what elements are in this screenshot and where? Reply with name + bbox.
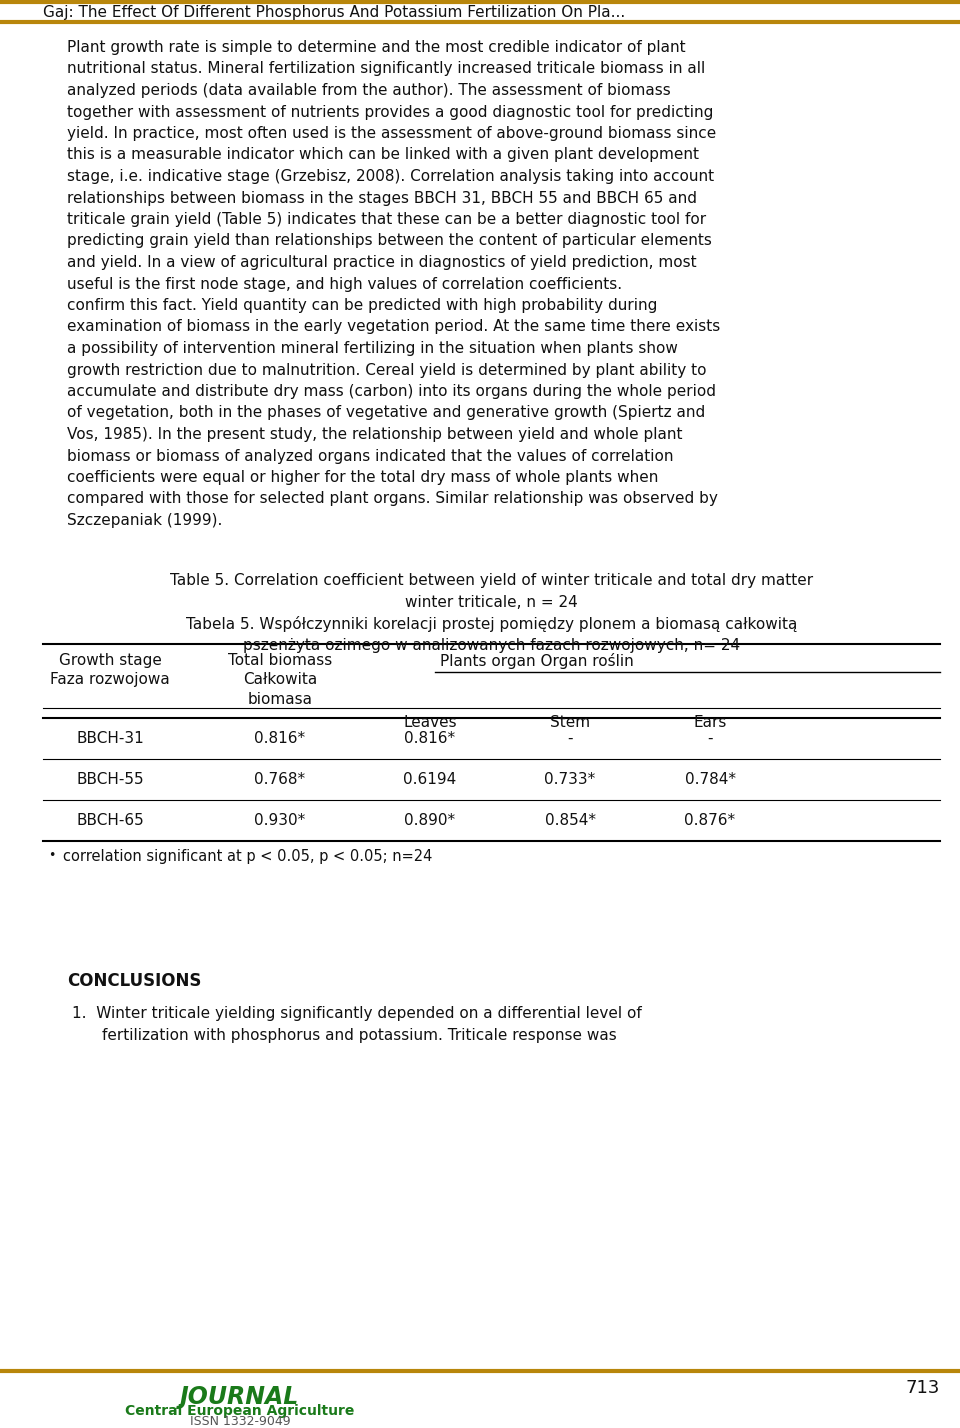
Text: compared with those for selected plant organs. Similar relationship was observed: compared with those for selected plant o… — [67, 491, 718, 507]
Text: stage, i.e. indicative stage (Grzebisz, 2008). Correlation analysis taking into : stage, i.e. indicative stage (Grzebisz, … — [67, 169, 714, 184]
Text: useful is the first node stage, and high values of correlation coefficients.: useful is the first node stage, and high… — [67, 277, 622, 291]
Text: 0.6194: 0.6194 — [403, 773, 457, 787]
Text: winter triticale, n = 24: winter triticale, n = 24 — [405, 594, 578, 610]
Text: BBCH-65: BBCH-65 — [76, 813, 144, 828]
Text: ISSN 1332-9049: ISSN 1332-9049 — [190, 1415, 290, 1428]
Text: of vegetation, both in the phases of vegetative and generative growth (Spiertz a: of vegetation, both in the phases of veg… — [67, 406, 706, 420]
Text: 0.876*: 0.876* — [684, 813, 735, 828]
Text: nutritional status. Mineral fertilization significantly increased triticale biom: nutritional status. Mineral fertilizatio… — [67, 61, 706, 77]
Text: correlation significant at p < 0.05, p < 0.05; n=24: correlation significant at p < 0.05, p <… — [63, 850, 432, 864]
Text: predicting grain yield than relationships between the content of particular elem: predicting grain yield than relationship… — [67, 234, 712, 248]
Text: 1.  Winter triticale yielding significantly depended on a differential level of: 1. Winter triticale yielding significant… — [72, 1007, 641, 1021]
Text: this is a measurable indicator which can be linked with a given plant developmen: this is a measurable indicator which can… — [67, 147, 699, 163]
Text: JOURNAL: JOURNAL — [180, 1385, 300, 1409]
Text: BBCH-55: BBCH-55 — [76, 773, 144, 787]
Text: Ears: Ears — [693, 715, 727, 730]
Text: triticale grain yield (Table 5) indicates that these can be a better diagnostic : triticale grain yield (Table 5) indicate… — [67, 211, 707, 227]
Text: 0.854*: 0.854* — [544, 813, 595, 828]
Text: 0.768*: 0.768* — [254, 773, 305, 787]
Text: confirm this fact. Yield quantity can be predicted with high probability during: confirm this fact. Yield quantity can be… — [67, 298, 658, 313]
Text: Szczepaniak (1999).: Szczepaniak (1999). — [67, 513, 223, 528]
Text: fertilization with phosphorus and potassium. Triticale response was: fertilization with phosphorus and potass… — [102, 1028, 616, 1042]
Text: 0.816*: 0.816* — [404, 731, 456, 747]
Text: Table 5. Correlation coefficient between yield of winter triticale and total dry: Table 5. Correlation coefficient between… — [170, 573, 813, 588]
Text: Plant growth rate is simple to determine and the most credible indicator of plan: Plant growth rate is simple to determine… — [67, 40, 685, 56]
Text: 0.816*: 0.816* — [254, 731, 305, 747]
Text: 0.930*: 0.930* — [254, 813, 305, 828]
Text: Total biomass
Całkowita
biomasa: Total biomass Całkowita biomasa — [228, 653, 332, 707]
Text: Growth stage
Faza rozwojowa: Growth stage Faza rozwojowa — [50, 653, 170, 687]
Text: a possibility of intervention mineral fertilizing in the situation when plants s: a possibility of intervention mineral fe… — [67, 341, 678, 356]
Text: Stem: Stem — [550, 715, 590, 730]
Text: Tabela 5. Współczynniki korelacji prostej pomiędzy plonem a biomasą całkowitą: Tabela 5. Współczynniki korelacji proste… — [186, 617, 797, 633]
Text: 713: 713 — [905, 1379, 940, 1397]
Text: pszenżyta ozimego w analizowanych fazach rozwojowych, n= 24: pszenżyta ozimego w analizowanych fazach… — [243, 638, 740, 653]
Text: relationships between biomass in the stages BBCH 31, BBCH 55 and BBCH 65 and: relationships between biomass in the sta… — [67, 190, 697, 206]
Text: coefficients were equal or higher for the total dry mass of whole plants when: coefficients were equal or higher for th… — [67, 470, 659, 486]
Text: •: • — [48, 850, 56, 863]
Text: -: - — [708, 731, 712, 747]
Text: CONCLUSIONS: CONCLUSIONS — [67, 972, 202, 990]
Text: 0.733*: 0.733* — [544, 773, 595, 787]
Text: Plants organ Organ roślin: Plants organ Organ roślin — [440, 653, 634, 668]
Text: Leaves: Leaves — [403, 715, 457, 730]
Text: 0.890*: 0.890* — [404, 813, 456, 828]
Text: and yield. In a view of agricultural practice in diagnostics of yield prediction: and yield. In a view of agricultural pra… — [67, 256, 697, 270]
Text: analyzed periods (data available from the author). The assessment of biomass: analyzed periods (data available from th… — [67, 83, 671, 99]
Text: accumulate and distribute dry mass (carbon) into its organs during the whole per: accumulate and distribute dry mass (carb… — [67, 384, 716, 398]
Text: biomass or biomass of analyzed organs indicated that the values of correlation: biomass or biomass of analyzed organs in… — [67, 448, 674, 464]
Text: examination of biomass in the early vegetation period. At the same time there ex: examination of biomass in the early vege… — [67, 320, 720, 334]
Text: BBCH-31: BBCH-31 — [76, 731, 144, 747]
Text: Gaj: The Effect Of Different Phosphorus And Potassium Fertilization On Pla...: Gaj: The Effect Of Different Phosphorus … — [43, 6, 625, 20]
Text: 0.784*: 0.784* — [684, 773, 735, 787]
Text: yield. In practice, most often used is the assessment of above-ground biomass si: yield. In practice, most often used is t… — [67, 126, 716, 141]
Text: Vos, 1985). In the present study, the relationship between yield and whole plant: Vos, 1985). In the present study, the re… — [67, 427, 683, 443]
Text: growth restriction due to malnutrition. Cereal yield is determined by plant abil: growth restriction due to malnutrition. … — [67, 363, 707, 377]
Text: Central European Agriculture: Central European Agriculture — [126, 1404, 354, 1418]
Text: -: - — [567, 731, 573, 747]
Text: together with assessment of nutrients provides a good diagnostic tool for predic: together with assessment of nutrients pr… — [67, 104, 713, 120]
